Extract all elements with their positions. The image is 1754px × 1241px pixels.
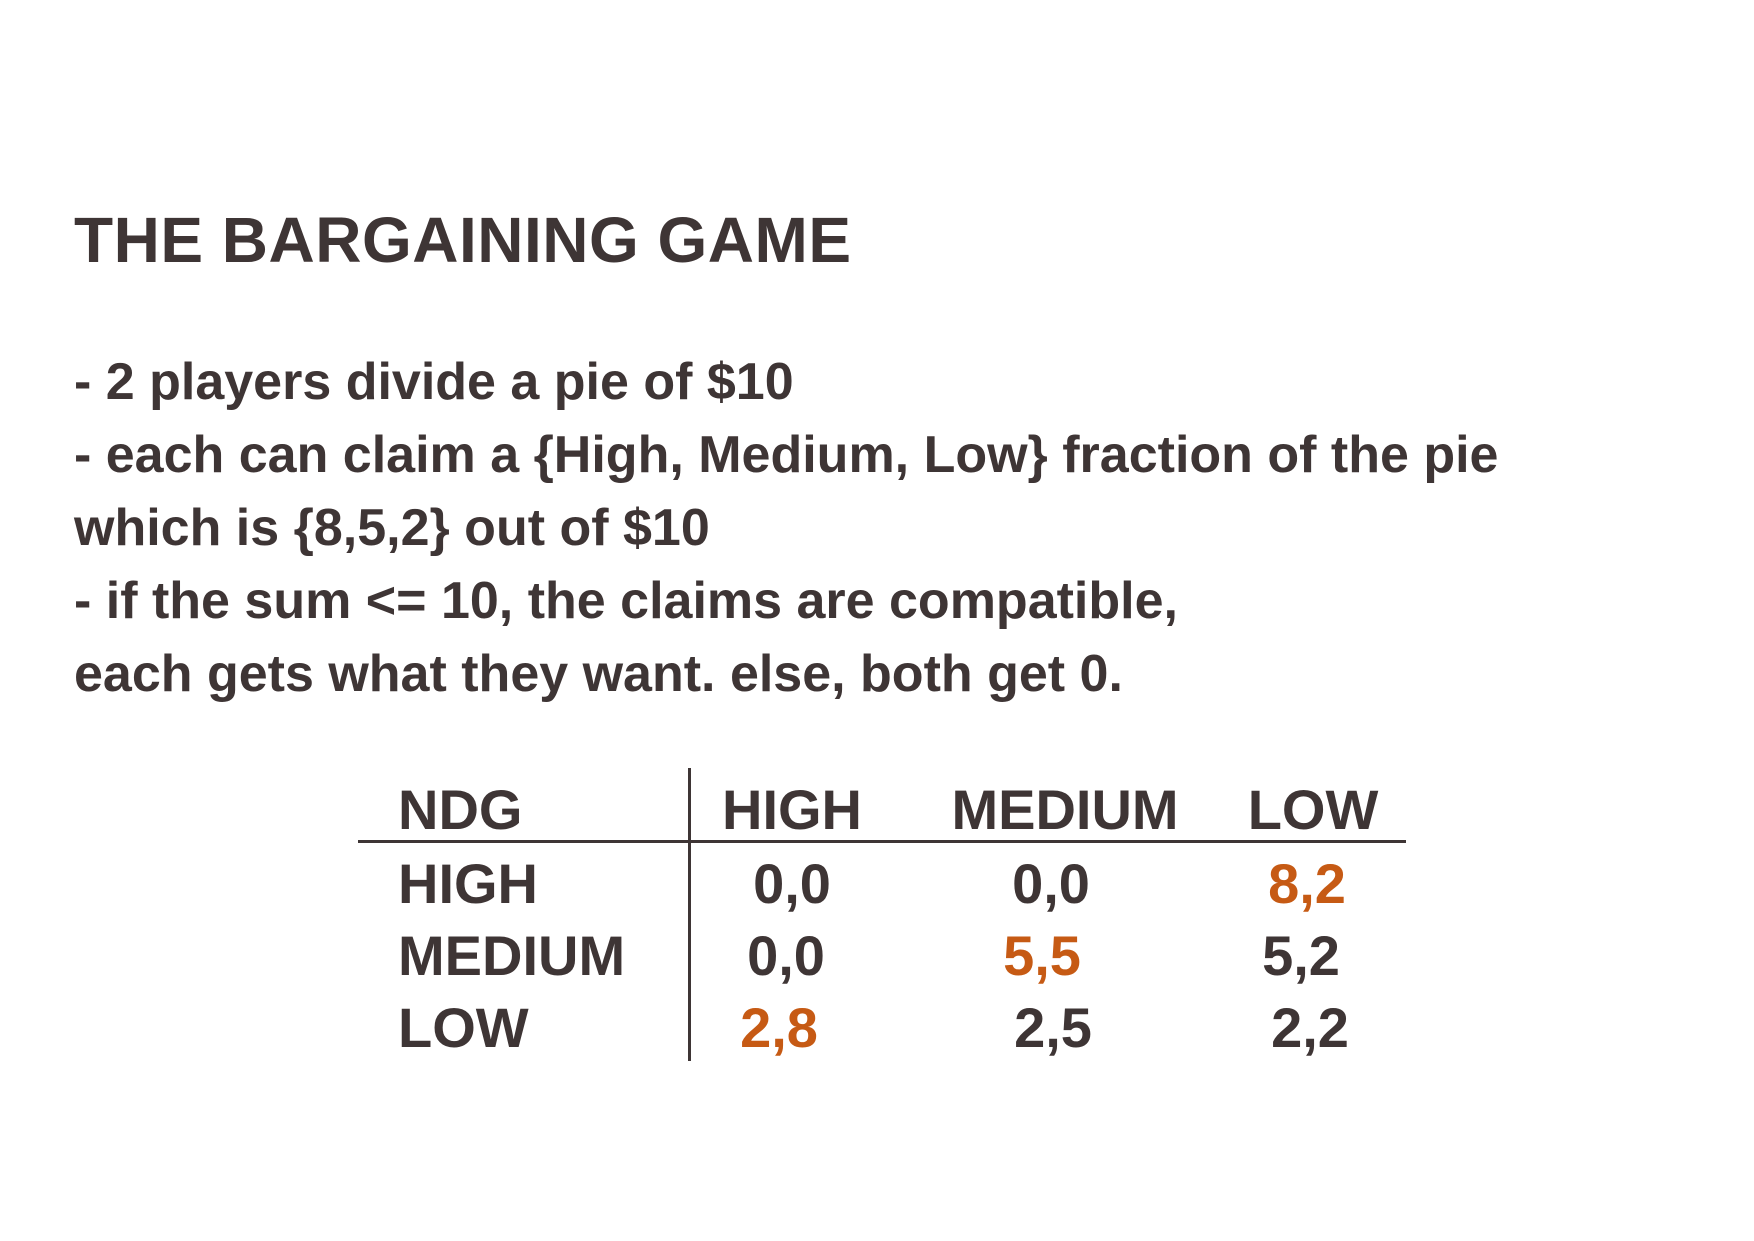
row-label: MEDIUM	[398, 924, 626, 987]
bullet-line: - 2 players divide a pie of $10	[74, 353, 794, 411]
table-corner-label: NDG	[398, 778, 523, 841]
row-label: LOW	[398, 996, 529, 1059]
payoff-table: NDG HIGH MEDIUM LOW HIGH 0,0 0,0 8,2 MED…	[358, 768, 1406, 1061]
bullet-list: - 2 players divide a pie of $10 - each c…	[74, 346, 1498, 711]
payoff-cell-highlighted: 8,2	[1268, 852, 1346, 915]
payoff-cell: 0,0	[753, 852, 831, 915]
header-divider	[358, 840, 1406, 843]
payoff-cell: 2,5	[1014, 996, 1092, 1059]
payoff-cell: 0,0	[1012, 852, 1090, 915]
column-header: HIGH	[722, 778, 862, 841]
payoff-cell-highlighted: 5,5	[1003, 924, 1081, 987]
row-label-divider	[688, 768, 691, 1061]
payoff-cell: 0,0	[747, 924, 825, 987]
column-header: MEDIUM	[951, 778, 1179, 841]
column-header: LOW	[1247, 778, 1379, 841]
payoff-cell: 5,2	[1262, 924, 1340, 987]
bullet-line: - each can claim a {High, Medium, Low} f…	[74, 426, 1499, 484]
bullet-line: - if the sum <= 10, the claims are compa…	[74, 572, 1178, 630]
bullet-line: each gets what they want. else, both get…	[74, 645, 1123, 703]
bullet-line: which is {8,5,2} out of $10	[74, 499, 710, 557]
payoff-cell: 2,2	[1271, 996, 1349, 1059]
slide-title: THE BARGAINING GAME	[74, 204, 852, 276]
row-label: HIGH	[398, 852, 538, 915]
payoff-cell-highlighted: 2,8	[740, 996, 818, 1059]
